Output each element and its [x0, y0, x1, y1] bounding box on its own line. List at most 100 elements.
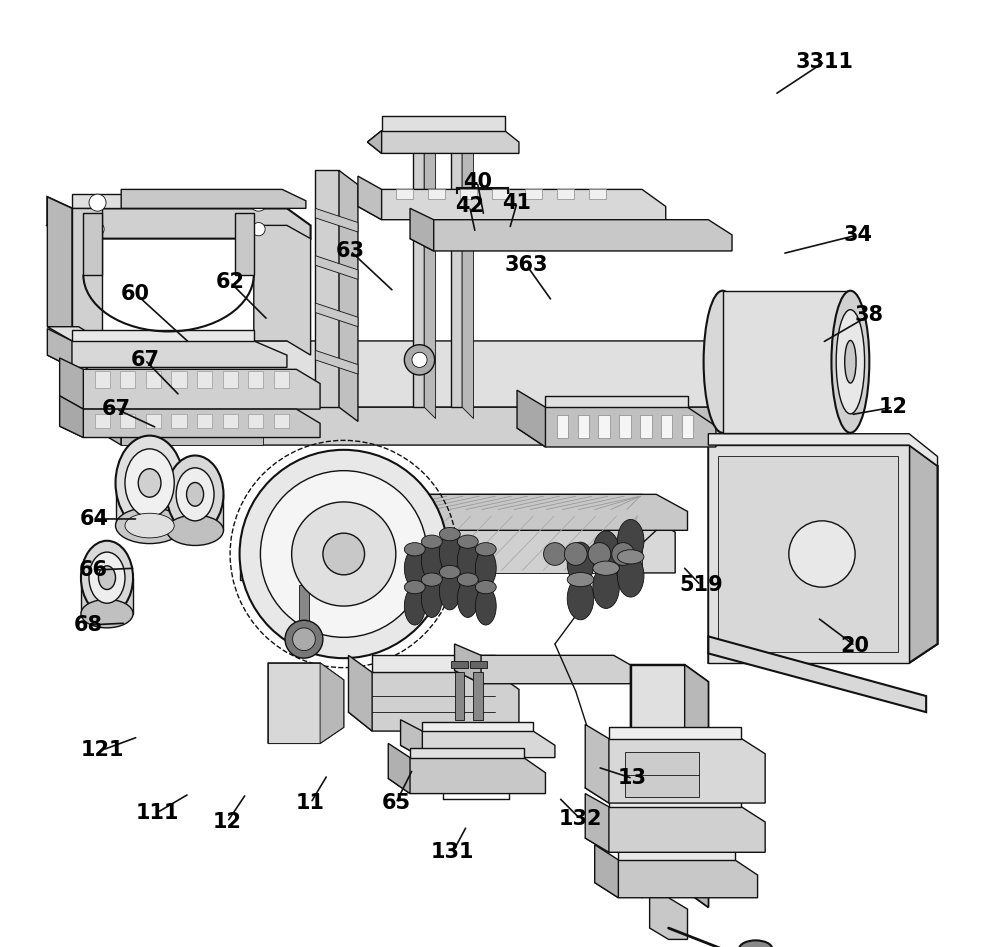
Text: 131: 131: [431, 842, 474, 863]
Polygon shape: [348, 513, 642, 573]
Ellipse shape: [739, 940, 772, 947]
Circle shape: [293, 628, 315, 651]
Polygon shape: [235, 213, 254, 275]
Text: 68: 68: [74, 615, 103, 635]
Polygon shape: [609, 727, 741, 739]
Polygon shape: [525, 189, 542, 199]
Ellipse shape: [98, 566, 116, 589]
Text: 67: 67: [130, 349, 159, 370]
Ellipse shape: [404, 587, 425, 625]
Text: 38: 38: [855, 305, 884, 326]
Text: 121: 121: [81, 740, 124, 760]
Polygon shape: [72, 208, 102, 341]
Polygon shape: [396, 189, 413, 199]
Text: 11: 11: [296, 793, 325, 813]
Polygon shape: [410, 208, 434, 251]
Polygon shape: [462, 123, 473, 419]
Ellipse shape: [116, 436, 184, 530]
Ellipse shape: [187, 483, 204, 506]
Text: 63: 63: [336, 241, 365, 261]
Ellipse shape: [845, 341, 856, 384]
Polygon shape: [315, 303, 358, 327]
Polygon shape: [517, 407, 716, 447]
Polygon shape: [116, 483, 184, 526]
Polygon shape: [47, 329, 72, 367]
Polygon shape: [171, 414, 187, 428]
Polygon shape: [47, 197, 72, 341]
Circle shape: [404, 345, 435, 375]
Ellipse shape: [404, 549, 425, 587]
Polygon shape: [460, 189, 477, 199]
Polygon shape: [718, 456, 898, 652]
Text: 62: 62: [216, 272, 245, 293]
Ellipse shape: [404, 581, 425, 594]
Text: 20: 20: [841, 635, 870, 656]
Text: 66: 66: [78, 560, 107, 581]
Ellipse shape: [457, 535, 478, 548]
Polygon shape: [585, 739, 765, 803]
Ellipse shape: [617, 549, 644, 564]
Polygon shape: [618, 849, 735, 860]
Polygon shape: [248, 371, 263, 388]
Ellipse shape: [167, 456, 223, 533]
Text: 12: 12: [879, 397, 908, 418]
Polygon shape: [47, 208, 311, 239]
Polygon shape: [609, 795, 741, 807]
Polygon shape: [585, 807, 765, 852]
Polygon shape: [223, 414, 238, 428]
Polygon shape: [909, 445, 938, 663]
Polygon shape: [83, 213, 102, 275]
Polygon shape: [312, 494, 688, 530]
Polygon shape: [424, 123, 436, 419]
Polygon shape: [315, 492, 348, 573]
Polygon shape: [60, 358, 83, 409]
Ellipse shape: [567, 578, 594, 620]
Ellipse shape: [81, 541, 133, 615]
Polygon shape: [358, 189, 666, 220]
Text: 40: 40: [463, 171, 492, 192]
Polygon shape: [595, 845, 618, 898]
Text: 42: 42: [455, 196, 484, 217]
Circle shape: [292, 502, 396, 606]
Text: 519: 519: [679, 575, 723, 596]
Polygon shape: [95, 371, 110, 388]
Text: 111: 111: [135, 802, 179, 823]
Polygon shape: [708, 636, 926, 712]
Ellipse shape: [116, 508, 184, 544]
Bar: [625, 752, 699, 797]
Polygon shape: [428, 189, 445, 199]
Circle shape: [323, 533, 365, 575]
Polygon shape: [74, 379, 121, 445]
Text: 13: 13: [618, 768, 647, 789]
Text: 12: 12: [213, 812, 242, 832]
Ellipse shape: [831, 291, 869, 433]
Ellipse shape: [439, 527, 460, 541]
Ellipse shape: [125, 449, 174, 517]
Circle shape: [250, 194, 267, 211]
Ellipse shape: [439, 565, 460, 579]
Polygon shape: [598, 415, 610, 438]
Ellipse shape: [475, 549, 496, 587]
Polygon shape: [60, 396, 83, 438]
Polygon shape: [708, 434, 938, 466]
Polygon shape: [372, 655, 495, 672]
Polygon shape: [74, 341, 850, 407]
Polygon shape: [146, 414, 161, 428]
Ellipse shape: [593, 566, 619, 609]
Polygon shape: [642, 407, 784, 445]
Polygon shape: [248, 414, 263, 428]
Ellipse shape: [704, 291, 741, 433]
Polygon shape: [367, 131, 519, 153]
Polygon shape: [197, 414, 212, 428]
Polygon shape: [410, 748, 524, 758]
Polygon shape: [557, 189, 574, 199]
Polygon shape: [60, 369, 320, 409]
Polygon shape: [315, 256, 358, 279]
Circle shape: [588, 543, 611, 565]
Ellipse shape: [421, 573, 442, 586]
Polygon shape: [339, 170, 358, 421]
Ellipse shape: [176, 468, 214, 521]
Circle shape: [91, 223, 104, 236]
Text: 41: 41: [503, 192, 532, 213]
Ellipse shape: [421, 535, 442, 548]
